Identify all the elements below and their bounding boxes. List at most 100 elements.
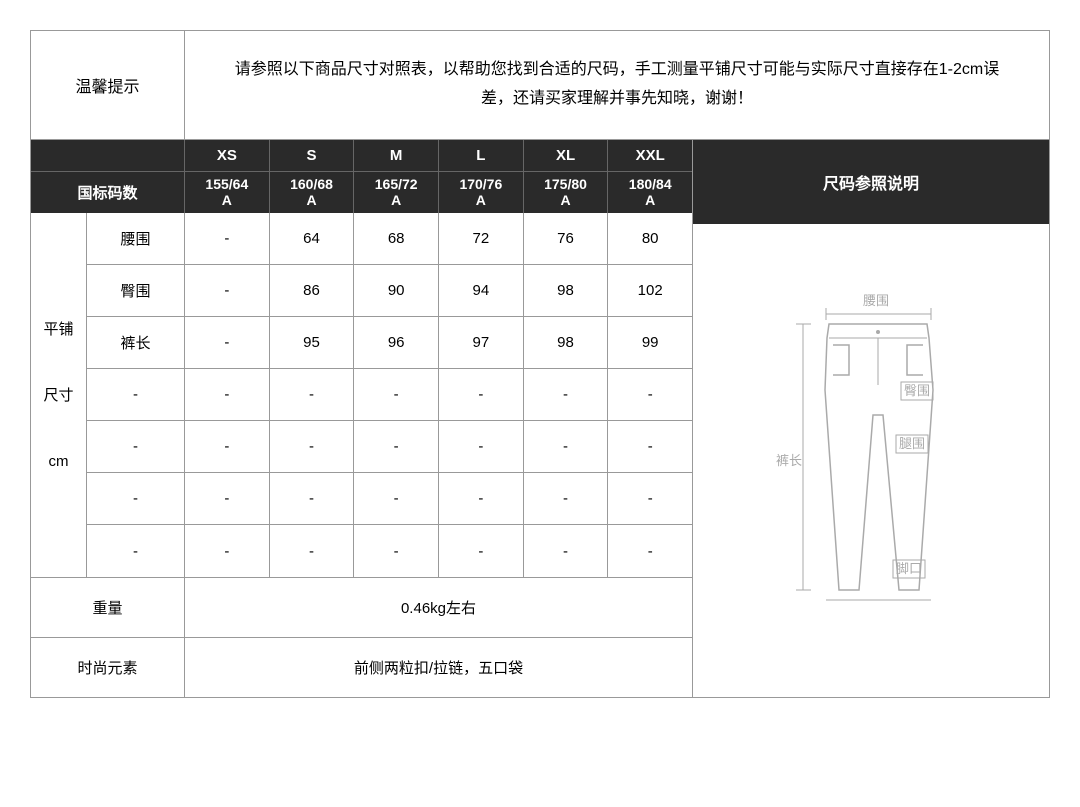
measure-value: - xyxy=(439,525,524,577)
measure-value: - xyxy=(270,525,355,577)
size-code: 170/76A xyxy=(439,172,523,214)
vertical-label: 平铺尺寸cm xyxy=(31,213,87,577)
tip-row: 温馨提示 请参照以下商品尺寸对照表，以帮助您找到合适的尺码，手工测量平铺尺寸可能… xyxy=(31,31,1049,140)
table-header: 国标码数 XS155/64AS160/68AM165/72AL170/76AXL… xyxy=(31,140,692,214)
measure-value: - xyxy=(185,213,270,264)
footer-rows: 重量0.46kg左右时尚元素前侧两粒扣/拉链，五口袋 xyxy=(31,577,692,697)
measure-value: 98 xyxy=(524,317,609,368)
measure-value: - xyxy=(185,421,270,472)
measure-value: - xyxy=(185,473,270,524)
measure-value: 95 xyxy=(270,317,355,368)
measure-label: 臀围 xyxy=(87,265,185,316)
header-col: XS155/64A xyxy=(185,140,270,214)
pants-diagram: 腰围 臀围 腿围 xyxy=(741,290,1001,630)
diagram-length-label: 裤长 xyxy=(776,453,802,468)
measure-value: - xyxy=(608,421,692,472)
measure-value: - xyxy=(354,473,439,524)
footer-label: 重量 xyxy=(31,578,185,637)
size-code: 180/84A xyxy=(608,172,692,214)
table-row: 臀围-86909498102 xyxy=(87,265,692,317)
measure-label: - xyxy=(87,473,185,524)
measure-value: - xyxy=(608,525,692,577)
measure-label: - xyxy=(87,421,185,472)
measure-label: - xyxy=(87,525,185,577)
size-code: 160/68A xyxy=(270,172,354,214)
measure-value: - xyxy=(608,369,692,420)
measure-value: - xyxy=(270,421,355,472)
left-block: 国标码数 XS155/64AS160/68AM165/72AL170/76AXL… xyxy=(31,140,693,698)
diagram-cuff-label: 脚口 xyxy=(896,561,922,576)
tip-label: 温馨提示 xyxy=(31,31,185,139)
measure-value: 99 xyxy=(608,317,692,368)
measure-value: - xyxy=(524,525,609,577)
size-code: 165/72A xyxy=(354,172,438,214)
measure-value: - xyxy=(354,421,439,472)
size-label: XL xyxy=(524,140,608,172)
measure-value: - xyxy=(185,317,270,368)
measure-label: 裤长 xyxy=(87,317,185,368)
measure-label: 腰围 xyxy=(87,213,185,264)
measure-value: - xyxy=(439,473,524,524)
table-row: 腰围-6468727680 xyxy=(87,213,692,265)
diagram-hip-label: 臀围 xyxy=(904,383,930,398)
table-row: ------- xyxy=(87,421,692,473)
data-rows: 平铺尺寸cm 腰围-6468727680臀围-86909498102裤长-959… xyxy=(31,213,692,577)
size-label: L xyxy=(439,140,523,172)
size-label: XS xyxy=(185,140,269,172)
diagram-area: 腰围 臀围 腿围 xyxy=(693,224,1049,698)
size-code: 175/80A xyxy=(524,172,608,214)
measure-value: 90 xyxy=(354,265,439,316)
measure-value: - xyxy=(524,473,609,524)
measure-value: - xyxy=(524,369,609,420)
measure-value: - xyxy=(185,525,270,577)
measure-value: 86 xyxy=(270,265,355,316)
size-label: XXL xyxy=(608,140,692,172)
table-row: ------- xyxy=(87,369,692,421)
size-label: M xyxy=(354,140,438,172)
table-row: 裤长-9596979899 xyxy=(87,317,692,369)
header-cols: XS155/64AS160/68AM165/72AL170/76AXL175/8… xyxy=(185,140,692,214)
header-col: S160/68A xyxy=(270,140,355,214)
right-header: 尺码参照说明 xyxy=(693,140,1049,224)
size-label: S xyxy=(270,140,354,172)
measure-value: 97 xyxy=(439,317,524,368)
measure-value: 72 xyxy=(439,213,524,264)
header-col: M165/72A xyxy=(354,140,439,214)
measure-value: - xyxy=(354,525,439,577)
measure-value: - xyxy=(185,369,270,420)
row-body: 腰围-6468727680臀围-86909498102裤长-9596979899… xyxy=(87,213,692,577)
measure-value: - xyxy=(608,473,692,524)
measure-value: - xyxy=(185,265,270,316)
measure-value: 96 xyxy=(354,317,439,368)
table-row: ------- xyxy=(87,525,692,577)
diagram-waist-label: 腰围 xyxy=(863,293,889,308)
table-row: ------- xyxy=(87,473,692,525)
tip-content: 请参照以下商品尺寸对照表，以帮助您找到合适的尺码，手工测量平铺尺寸可能与实际尺寸… xyxy=(185,31,1049,139)
header-col: L170/76A xyxy=(439,140,524,214)
measure-value: 102 xyxy=(608,265,692,316)
measure-value: - xyxy=(270,369,355,420)
measure-value: 94 xyxy=(439,265,524,316)
right-block: 尺码参照说明 腰围 xyxy=(693,140,1049,698)
header-col: XXL180/84A xyxy=(608,140,692,214)
measure-value: 76 xyxy=(524,213,609,264)
measure-value: - xyxy=(439,369,524,420)
footer-value: 前侧两粒扣/拉链，五口袋 xyxy=(185,638,692,697)
diagram-thigh-label: 腿围 xyxy=(899,436,925,451)
measure-label: - xyxy=(87,369,185,420)
header-row-label: 国标码数 xyxy=(31,172,184,214)
measure-value: - xyxy=(524,421,609,472)
measure-value: 64 xyxy=(270,213,355,264)
footer-row: 重量0.46kg左右 xyxy=(31,577,692,637)
header-col: XL175/80A xyxy=(524,140,609,214)
measure-value: - xyxy=(439,421,524,472)
size-code: 155/64A xyxy=(185,172,269,214)
size-chart: 温馨提示 请参照以下商品尺寸对照表，以帮助您找到合适的尺码，手工测量平铺尺寸可能… xyxy=(30,30,1050,698)
footer-label: 时尚元素 xyxy=(31,638,185,697)
measure-value: 98 xyxy=(524,265,609,316)
measure-value: 68 xyxy=(354,213,439,264)
main-row: 国标码数 XS155/64AS160/68AM165/72AL170/76AXL… xyxy=(31,140,1049,698)
footer-value: 0.46kg左右 xyxy=(185,578,692,637)
measure-value: - xyxy=(354,369,439,420)
measure-value: 80 xyxy=(608,213,692,264)
